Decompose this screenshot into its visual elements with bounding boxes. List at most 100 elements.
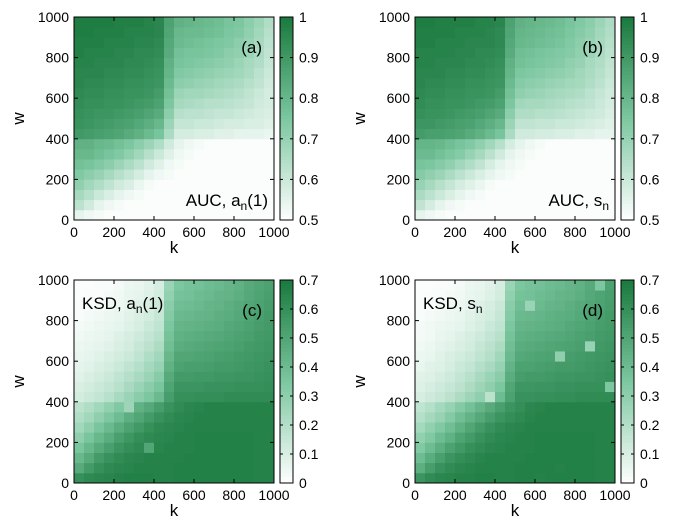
colorbar-segment	[280, 209, 293, 214]
heatmap-cell	[74, 199, 85, 211]
heatmap-cell	[114, 179, 125, 190]
heatmap-cell	[545, 179, 556, 190]
heatmap-cell	[164, 179, 175, 190]
heatmap-cell	[575, 37, 586, 48]
colorbar-segment	[621, 179, 634, 184]
heatmap-cell	[134, 118, 145, 130]
heatmap-cell	[415, 128, 426, 140]
heatmap-cell	[475, 88, 486, 99]
heatmap-cell	[445, 189, 456, 201]
heatmap-cell	[234, 118, 245, 130]
heatmap-cell	[264, 199, 275, 211]
heatmap-cell	[445, 452, 456, 464]
heatmap-cell	[485, 98, 496, 109]
heatmap-cell	[154, 361, 165, 372]
colorbar-segment	[621, 17, 634, 21]
heatmap-cell	[485, 340, 496, 352]
colorbar-segment	[621, 351, 634, 355]
heatmap-cell	[605, 320, 616, 332]
colorbar-segment	[621, 118, 634, 123]
heatmap-cell	[555, 209, 566, 221]
heatmap-cell	[74, 320, 85, 332]
heatmap-cell	[595, 37, 606, 48]
heatmap-cell	[505, 361, 516, 372]
heatmap-cell	[485, 290, 496, 301]
x-tick-label: 600	[523, 224, 547, 240]
heatmap-cell	[585, 422, 596, 433]
heatmap-cell	[74, 371, 85, 382]
heatmap-cell	[435, 330, 446, 342]
heatmap-cell	[184, 159, 195, 170]
heatmap-cell	[525, 148, 536, 160]
heatmap-cell	[515, 381, 526, 393]
heatmap-cell	[575, 179, 586, 190]
heatmap-cell	[585, 442, 596, 453]
heatmap-cell	[194, 17, 205, 28]
heatmap-cell	[565, 179, 576, 190]
heatmap-cell	[455, 381, 466, 393]
heatmap-cell	[605, 330, 616, 342]
colorbar-segment	[621, 176, 634, 180]
colorbar-segment	[280, 125, 293, 130]
colorbar-segment	[280, 418, 293, 423]
heatmap-cell	[164, 67, 175, 79]
heatmap-cell	[94, 77, 105, 89]
heatmap-cell	[525, 422, 536, 433]
heatmap-cell	[595, 401, 606, 413]
heatmap-cell	[214, 381, 225, 393]
heatmap-cell	[545, 47, 556, 58]
colorbar-segment	[621, 189, 634, 194]
heatmap-cell	[124, 432, 135, 443]
heatmap-cell	[435, 452, 446, 464]
heatmap-cell	[164, 361, 175, 372]
heatmap-cell	[144, 88, 155, 99]
x-tick-label: 0	[70, 487, 78, 503]
x-tick-label: 600	[523, 487, 547, 503]
colorbar-segment	[621, 33, 634, 38]
heatmap-cell	[485, 199, 496, 211]
heatmap-cell	[124, 128, 135, 140]
heatmap-cell	[94, 432, 105, 443]
heatmap-cell	[595, 452, 606, 464]
heatmap-cell	[204, 128, 215, 140]
heatmap-cell	[535, 148, 546, 160]
heatmap-cell	[545, 37, 556, 48]
colorbar-segment	[621, 300, 634, 305]
heatmap-cell	[104, 57, 115, 69]
heatmap-cell	[565, 371, 576, 382]
heatmap-cell	[475, 47, 486, 58]
colorbar-tick-label: 0.7	[299, 272, 319, 288]
heatmap-cell	[465, 391, 476, 403]
heatmap-cell	[445, 159, 456, 170]
heatmap-cell	[254, 57, 265, 69]
heatmap-cell	[555, 340, 566, 352]
heatmap-cell	[254, 340, 265, 352]
heatmap-cell	[114, 189, 125, 201]
heatmap-cell	[605, 452, 616, 464]
heatmap-cell	[114, 422, 125, 433]
heatmap-cell	[545, 280, 556, 291]
heatmap-cell	[134, 432, 145, 443]
heatmap-cell	[415, 169, 426, 180]
heatmap-cell	[174, 118, 185, 130]
colorbar-segment	[621, 125, 634, 130]
heatmap-cell	[104, 128, 115, 140]
heatmap-cell	[224, 351, 235, 362]
heatmap-cell	[555, 128, 566, 140]
heatmap-cell	[154, 300, 165, 311]
heatmap-cell	[184, 138, 195, 150]
x-tick-label: 1000	[258, 487, 289, 503]
heatmap-cell	[595, 189, 606, 201]
heatmap-cell	[234, 351, 245, 362]
heatmap-cell	[575, 462, 586, 474]
heatmap-cell	[164, 128, 175, 140]
heatmap-cell	[605, 27, 616, 38]
heatmap-cell	[435, 340, 446, 352]
heatmap-cell	[154, 381, 165, 393]
heatmap-cell	[425, 452, 436, 464]
heatmap-cell	[605, 371, 616, 382]
heatmap-cell	[244, 138, 255, 150]
heatmap-cell	[104, 300, 115, 311]
heatmap-cell	[144, 159, 155, 170]
heatmap-cell	[184, 280, 195, 291]
